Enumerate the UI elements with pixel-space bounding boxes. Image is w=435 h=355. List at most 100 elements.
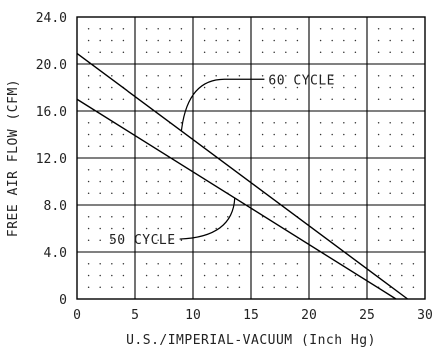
- grid-dot: [169, 133, 171, 136]
- x-tick-labels: 0 5 10 15 20 25 30: [73, 308, 433, 323]
- grid-dot: [296, 98, 299, 100]
- grid-dot: [227, 216, 229, 218]
- grid-dot: [203, 98, 206, 100]
- grid-dot: [227, 86, 229, 89]
- grid-dot: [261, 98, 264, 100]
- grid-dot: [157, 133, 159, 136]
- grid-dot: [145, 75, 148, 77]
- grid-dot: [145, 216, 148, 218]
- grid-dot: [87, 39, 90, 42]
- grid-dot: [203, 51, 206, 53]
- grid-dot: [87, 239, 90, 241]
- annotation-leader: [179, 197, 236, 240]
- grid-dot: [401, 51, 403, 53]
- grid-dot: [227, 133, 229, 136]
- grid-dot: [354, 239, 357, 241]
- grid-dot: [215, 98, 217, 100]
- grid-dot: [111, 39, 113, 42]
- grid-dot: [319, 180, 322, 183]
- grid-dot: [285, 227, 287, 230]
- grid-dot: [180, 239, 183, 241]
- grid-dot: [203, 169, 206, 171]
- grid-dot: [343, 28, 345, 30]
- grid-dot: [203, 263, 206, 265]
- grid-dot: [122, 28, 125, 30]
- grid-dot: [319, 274, 322, 277]
- series-line: [76, 52, 409, 300]
- grid-dot: [296, 39, 299, 42]
- grid-dot: [111, 145, 113, 147]
- grid-dot: [389, 239, 391, 241]
- grid-dot: [99, 239, 101, 241]
- grid-dot: [354, 263, 357, 265]
- grid-dot: [99, 263, 101, 265]
- grid-dot: [145, 227, 148, 230]
- grid-dot: [343, 51, 345, 53]
- grid-dot: [389, 39, 391, 42]
- grid-dot: [273, 98, 275, 100]
- grid-dot: [354, 133, 357, 136]
- grid-dot: [215, 133, 217, 136]
- grid-dot: [261, 274, 264, 277]
- grid-dot: [389, 145, 391, 147]
- grid-dot: [203, 180, 206, 183]
- grid-dot: [343, 274, 345, 277]
- grid-dot: [215, 192, 217, 194]
- grid-dot: [180, 169, 183, 171]
- grid-dot: [261, 192, 264, 194]
- grid-dot: [261, 263, 264, 265]
- grid-dot: [227, 263, 229, 265]
- grid-dot: [169, 263, 171, 265]
- grid-dot: [157, 286, 159, 288]
- grid-dot: [122, 51, 125, 53]
- grid-dot: [145, 86, 148, 89]
- grid-dot: [285, 145, 287, 147]
- grid-dot: [377, 39, 380, 42]
- grid-dot: [377, 86, 380, 89]
- grid-dot: [389, 216, 391, 218]
- grid-dot: [343, 263, 345, 265]
- grid-dot: [111, 286, 113, 288]
- grid-dot: [180, 216, 183, 218]
- grid-dot: [145, 239, 148, 241]
- grid-dot: [331, 98, 333, 100]
- grid-dot: [111, 239, 113, 241]
- grid-dot: [180, 263, 183, 265]
- grid-dot: [412, 98, 415, 100]
- grid-dot: [273, 133, 275, 136]
- grid-dot: [331, 133, 333, 136]
- grid-dot: [296, 86, 299, 89]
- grid-dot: [145, 286, 148, 288]
- grid-dot: [296, 286, 299, 288]
- grid-dot: [227, 75, 229, 77]
- grid-dot: [296, 227, 299, 230]
- grid-dot: [343, 239, 345, 241]
- grid-dot: [354, 39, 357, 42]
- grid-dot: [401, 98, 403, 100]
- grid-dot: [169, 180, 171, 183]
- grid-dot: [122, 98, 125, 100]
- grid-dot: [227, 227, 229, 230]
- grid-dot: [273, 239, 275, 241]
- grid-dot: [99, 286, 101, 288]
- grid-dot: [401, 286, 403, 288]
- grid-dot: [412, 180, 415, 183]
- grid-dot: [354, 75, 357, 77]
- grid-dot: [157, 98, 159, 100]
- y-tick-labels: 0 4.0 8.0 12.0 16.0 20.0 24.0: [36, 11, 67, 308]
- grid-dot: [401, 39, 403, 42]
- grid-dot: [296, 133, 299, 136]
- grid-dot: [87, 75, 90, 77]
- grid-dot: [389, 122, 391, 124]
- grid-dot: [157, 169, 159, 171]
- grid-dot: [261, 86, 264, 89]
- grid-dot: [285, 169, 287, 171]
- grid-dot: [122, 274, 125, 277]
- y-tick-label: 24.0: [36, 11, 67, 26]
- grid-dot: [169, 98, 171, 100]
- grid-dot: [273, 180, 275, 183]
- grid-dot: [238, 122, 241, 124]
- grid-dot: [377, 169, 380, 171]
- grid-dot: [285, 75, 287, 77]
- grid-dot: [169, 274, 171, 277]
